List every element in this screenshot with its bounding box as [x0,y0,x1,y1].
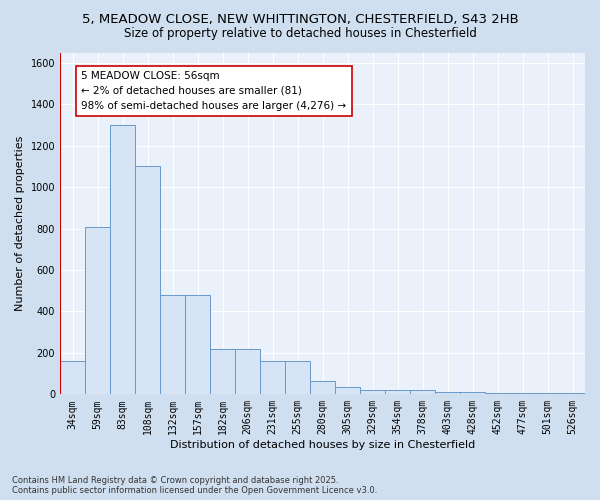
Bar [60,361,85,394]
Bar [360,390,385,394]
Bar [110,125,135,394]
Text: 5 MEADOW CLOSE: 56sqm
← 2% of detached houses are smaller (81)
98% of semi-detac: 5 MEADOW CLOSE: 56sqm ← 2% of detached h… [81,71,346,110]
Bar [185,295,210,394]
Bar [285,361,310,394]
Bar [335,387,360,394]
Bar [385,390,410,394]
Bar [85,226,110,394]
Text: Size of property relative to detached houses in Chesterfield: Size of property relative to detached ho… [124,28,476,40]
Bar [135,166,160,394]
Text: Contains HM Land Registry data © Crown copyright and database right 2025.
Contai: Contains HM Land Registry data © Crown c… [12,476,377,495]
Y-axis label: Number of detached properties: Number of detached properties [15,136,25,311]
X-axis label: Distribution of detached houses by size in Chesterfield: Distribution of detached houses by size … [170,440,475,450]
Bar [260,361,285,394]
Bar [435,392,460,394]
Bar [410,390,435,394]
Text: 5, MEADOW CLOSE, NEW WHITTINGTON, CHESTERFIELD, S43 2HB: 5, MEADOW CLOSE, NEW WHITTINGTON, CHESTE… [82,12,518,26]
Bar [460,392,485,394]
Bar [235,349,260,395]
Bar [210,349,235,395]
Bar [310,381,335,394]
Bar [160,295,185,394]
